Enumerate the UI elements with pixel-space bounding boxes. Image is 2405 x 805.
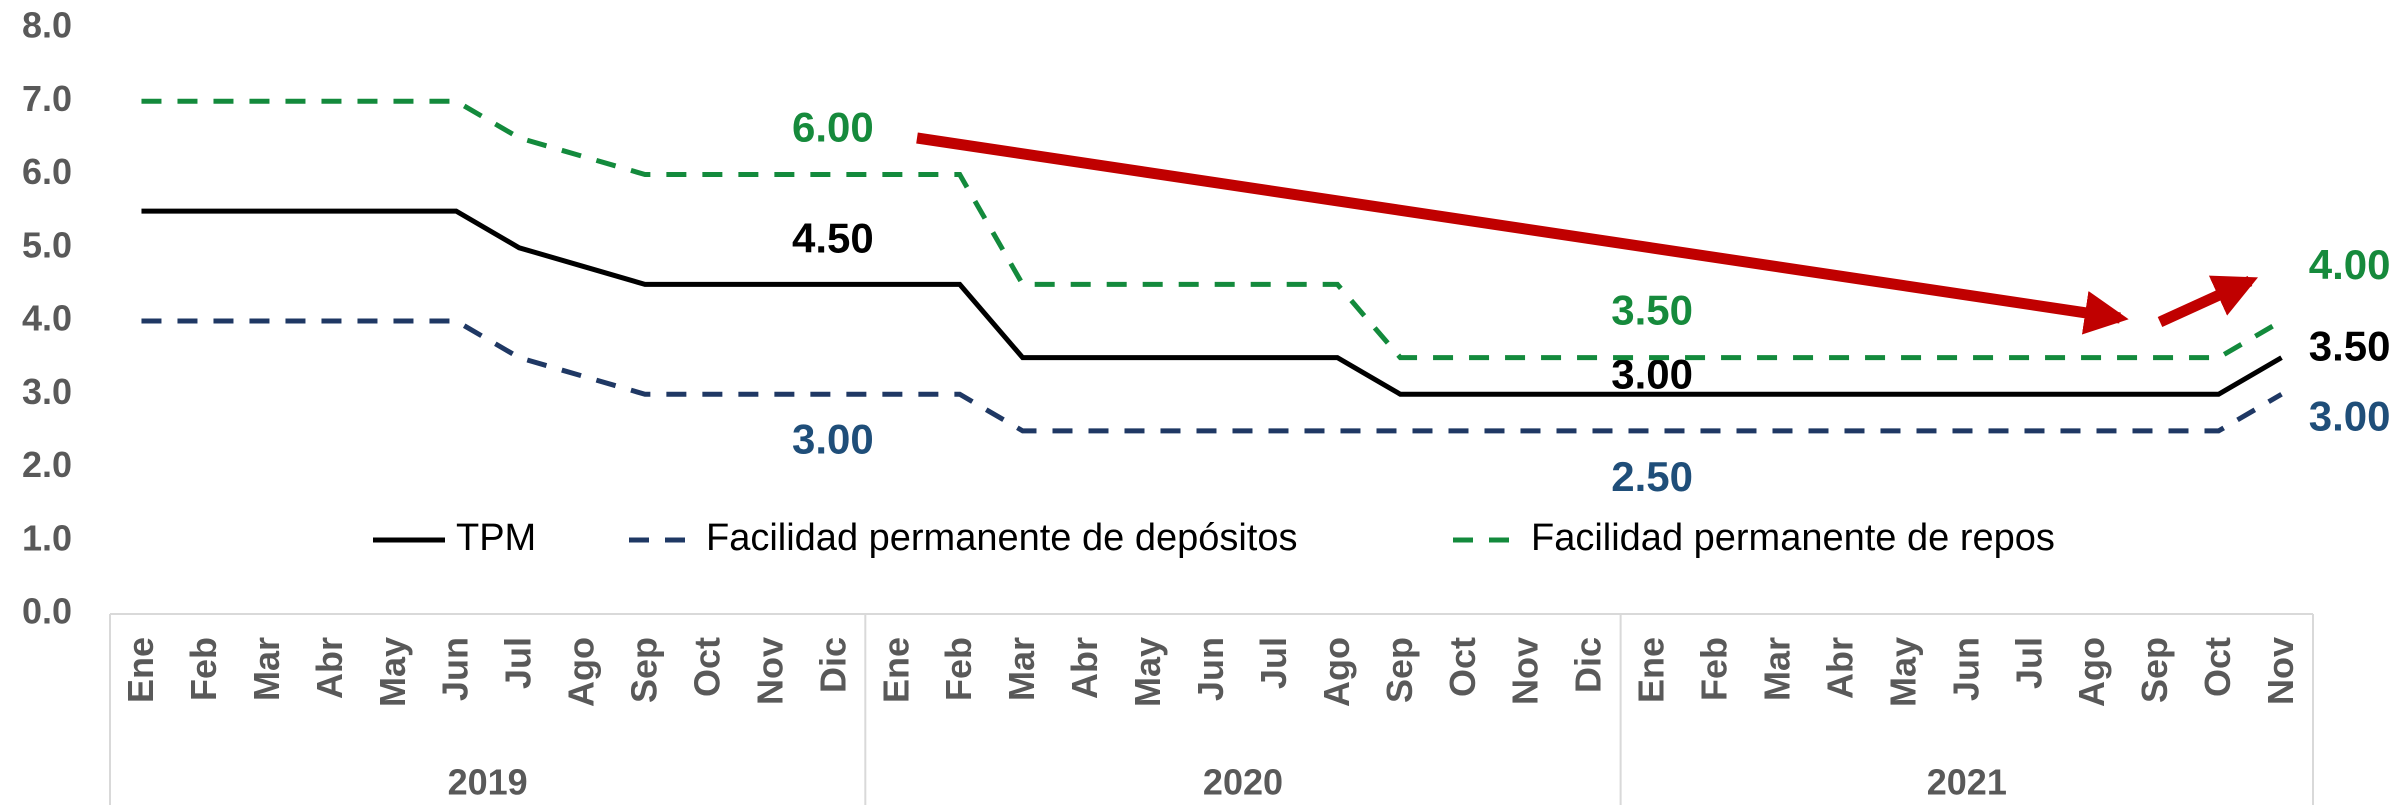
arrow bbox=[2157, 275, 2259, 328]
x-tick-label: Mar bbox=[246, 637, 287, 701]
x-tick-label: May bbox=[1882, 637, 1923, 707]
value-label: 4.00 bbox=[2309, 241, 2391, 288]
x-tick-label: Oct bbox=[686, 637, 727, 697]
group-label: 2020 bbox=[1203, 762, 1283, 803]
x-tick-label: Jun bbox=[435, 637, 476, 701]
x-tick-label: Dic bbox=[812, 637, 853, 693]
value-label: 3.50 bbox=[2309, 323, 2391, 370]
x-tick-label: Jun bbox=[1945, 637, 1986, 701]
series-line bbox=[141, 98, 2283, 361]
x-tick-label: Sep bbox=[2134, 637, 2175, 703]
arrow bbox=[916, 132, 2129, 335]
x-tick-label: May bbox=[372, 637, 413, 707]
x-tick-label: Feb bbox=[183, 637, 224, 701]
y-tick-label: 0.0 bbox=[22, 591, 72, 632]
value-label: 3.50 bbox=[1611, 287, 1693, 334]
x-tick-label: Ago bbox=[561, 637, 602, 707]
value-label: 4.50 bbox=[792, 214, 874, 261]
x-tick-label: Feb bbox=[938, 637, 979, 701]
x-tick-label: Nov bbox=[1505, 637, 1546, 705]
x-tick-label: Abr bbox=[309, 637, 350, 699]
legend-label: Facilidad permanente de repos bbox=[1531, 517, 2055, 559]
x-tick-label: Mar bbox=[1001, 637, 1042, 701]
x-tick-label: Nov bbox=[749, 637, 790, 705]
legend-label: Facilidad permanente de depósitos bbox=[706, 517, 1298, 559]
value-label: 6.00 bbox=[792, 104, 874, 151]
value-label: 3.00 bbox=[792, 415, 874, 462]
x-tick-label: Feb bbox=[1694, 637, 1735, 701]
y-tick-label: 5.0 bbox=[22, 224, 72, 265]
x-tick-label: Oct bbox=[1442, 637, 1483, 697]
x-tick-label: Sep bbox=[1379, 637, 1420, 703]
x-tick-label: Jun bbox=[1190, 637, 1231, 701]
y-tick-label: 1.0 bbox=[22, 517, 72, 558]
y-tick-label: 2.0 bbox=[22, 444, 72, 485]
y-tick-label: 7.0 bbox=[22, 78, 72, 119]
x-tick-label: Nov bbox=[2260, 637, 2301, 705]
value-label: 2.50 bbox=[1611, 453, 1693, 500]
y-tick-label: 4.0 bbox=[22, 298, 72, 339]
x-tick-label: Jul bbox=[498, 637, 539, 689]
x-tick-label: Ago bbox=[2071, 637, 2112, 707]
x-tick-label: Sep bbox=[624, 637, 665, 703]
y-tick-label: 8.0 bbox=[22, 5, 72, 46]
x-tick-label: Jul bbox=[1253, 637, 1294, 689]
plot: 0.0 1.0 2.0 3.0 4.0 5.0 6.0 7.0 8.0 Ene Feb Mar Abr M… bbox=[22, 5, 2391, 805]
x-tick-label: Dic bbox=[1568, 637, 1609, 693]
x-tick-label: Abr bbox=[1819, 637, 1860, 699]
group-label: 2019 bbox=[448, 762, 528, 803]
x-tick-label: Jul bbox=[2008, 637, 2049, 689]
x-tick-label: May bbox=[1127, 637, 1168, 707]
x-tick-label: Oct bbox=[2197, 637, 2238, 697]
x-tick-label: Abr bbox=[1064, 637, 1105, 699]
series-line bbox=[141, 318, 2283, 434]
x-tick-label: Ene bbox=[1631, 637, 1672, 703]
x-tick-label: Ago bbox=[1316, 637, 1357, 707]
value-label: 3.00 bbox=[2309, 392, 2391, 439]
legend-label: TPM bbox=[456, 517, 536, 559]
group-label: 2021 bbox=[1927, 762, 2007, 803]
series-line bbox=[141, 208, 2283, 397]
x-tick-label: Ene bbox=[120, 637, 161, 703]
y-tick-label: 6.0 bbox=[22, 151, 72, 192]
y-tick-label: 3.0 bbox=[22, 371, 72, 412]
x-tick-label: Ene bbox=[875, 637, 916, 703]
x-tick-label: Mar bbox=[1757, 637, 1798, 701]
